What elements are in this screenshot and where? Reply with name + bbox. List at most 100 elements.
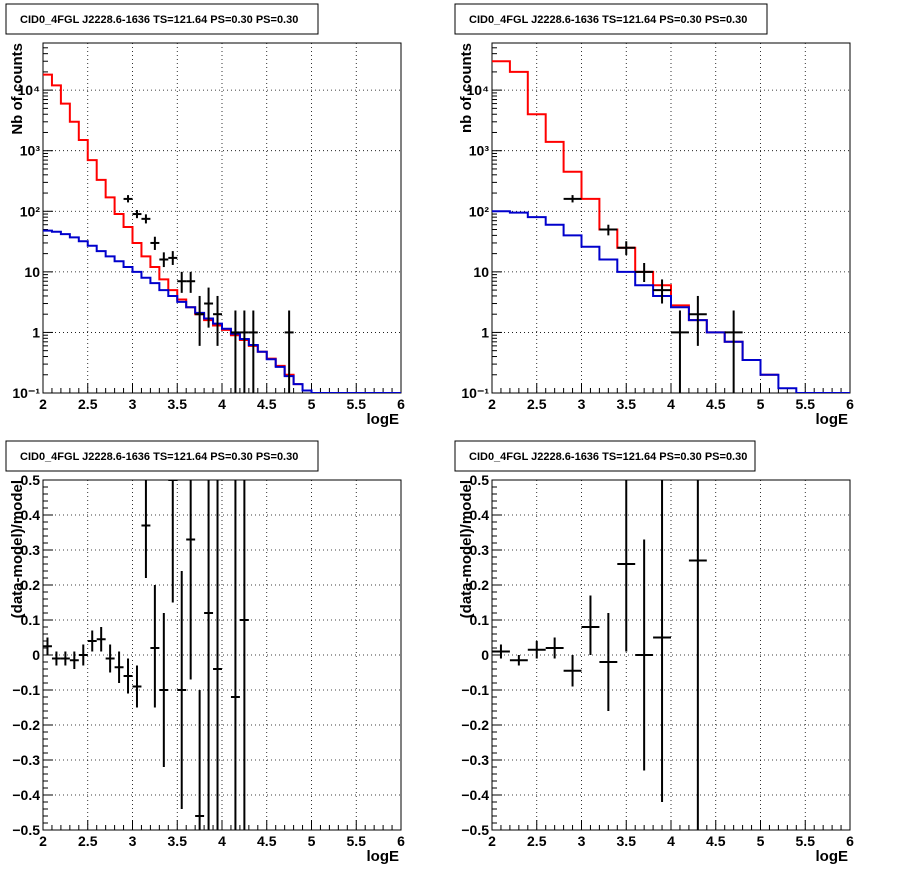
y-tick-label: 0.1	[21, 612, 41, 628]
data-point	[114, 651, 124, 683]
data-point	[43, 637, 52, 655]
chart-title-box	[5, 440, 319, 472]
data-point	[635, 263, 654, 282]
data-point	[159, 252, 169, 268]
y-tick-label: 10	[24, 264, 40, 280]
y-tick-label: −0.4	[461, 787, 489, 803]
data-point	[150, 236, 160, 250]
data-point	[168, 251, 178, 265]
x-tick-label: 3.5	[617, 833, 637, 849]
y-tick-label: 10	[473, 264, 489, 280]
y-tick-label: −0.4	[12, 787, 40, 803]
data-point	[204, 480, 214, 830]
x-tick-label: 4	[667, 833, 675, 849]
y-tick-label: 0.5	[470, 472, 490, 488]
data-point	[284, 310, 294, 393]
x-tick-label: 4	[218, 833, 226, 849]
x-tick-label: 4	[667, 396, 675, 412]
y-tick-label: −0.3	[12, 752, 40, 768]
y-axis-label: nb of counts	[458, 43, 475, 133]
x-tick-label: 2	[39, 396, 47, 412]
y-tick-label: 10⁴	[18, 82, 41, 98]
data-point	[69, 651, 79, 669]
data-point	[78, 644, 88, 666]
y-tick-label: −0.1	[12, 682, 40, 698]
chart-title: CID0_4FGL J2228.6-1636 TS=121.64 PS=0.30…	[20, 451, 298, 463]
y-tick-label: −0.5	[12, 822, 40, 838]
x-tick-label: 3	[578, 833, 586, 849]
data-point	[150, 585, 160, 708]
data-point	[186, 480, 196, 680]
data-point	[653, 480, 671, 802]
data-point	[653, 279, 671, 304]
y-tick-label: 10³	[469, 143, 490, 159]
data-point	[617, 241, 636, 255]
data-point	[123, 195, 133, 203]
plot-panel-3: 2 2.5 3 3.5 4 4.5 5 5.5 6 −0.5 −0.4 −0.3 −0.2 −0.1 0 0.…	[5, 440, 405, 865]
x-tick-label: 2	[39, 833, 47, 849]
x-axis-label: logE	[816, 848, 849, 865]
x-tick-label: 2.5	[527, 396, 547, 412]
data-point	[599, 224, 618, 236]
data-point	[230, 310, 240, 393]
x-tick-label: 5.5	[796, 396, 816, 412]
series-line-2	[43, 229, 401, 393]
x-tick-label: 5.5	[347, 833, 367, 849]
plot-panel-2: 2 2.5 3 3.5 4 4.5 5 5.5 6 10⁻¹ 1 10 10² 10³ 10⁴ logE nb …	[454, 3, 854, 428]
y-tick-label: 1	[32, 324, 40, 340]
x-axis-label: logE	[367, 848, 400, 865]
chart-title: CID0_4FGL J2228.6-1636 TS=121.64 PS=0.30…	[469, 451, 747, 463]
x-tick-label: 3.5	[168, 396, 188, 412]
y-tick-label: 10⁻¹	[12, 385, 40, 401]
y-tick-label: 0.4	[470, 507, 490, 523]
x-tick-label: 6	[846, 833, 854, 849]
plot-panel-4: 2 2.5 3 3.5 4 4.5 5 5.5 6 −0.5 −0.4 −0.3 −0.2 −0.1 0 0.…	[454, 440, 854, 865]
y-axis-label: (data-model)/model	[458, 480, 475, 618]
data-point	[239, 310, 249, 393]
data-point	[230, 480, 240, 830]
x-tick-label: 6	[397, 833, 405, 849]
x-tick-label: 2	[488, 396, 496, 412]
data-point	[671, 310, 689, 393]
y-tick-label: 0	[32, 647, 40, 663]
y-tick-label: 10²	[469, 203, 490, 219]
data-point	[177, 571, 187, 809]
data-point	[688, 480, 707, 830]
x-tick-label: 5	[308, 833, 316, 849]
y-tick-label: 0.4	[21, 507, 41, 523]
x-tick-label: 4.5	[257, 833, 277, 849]
data-point	[141, 214, 151, 224]
y-tick-label: 0.2	[470, 577, 490, 593]
x-tick-label: 4.5	[706, 396, 726, 412]
data-point	[239, 480, 249, 830]
plot-panel-1: 2 2.5 3 3.5 4 4.5 5 5.5 6 10⁻¹ 1 10 10² 10³ 10⁴ logE Nb …	[5, 3, 405, 428]
data-point	[195, 690, 205, 830]
x-tick-label: 5.5	[347, 396, 367, 412]
x-tick-label: 5	[308, 396, 316, 412]
x-tick-label: 2.5	[78, 833, 98, 849]
y-axis-label: Nb of counts	[9, 43, 26, 135]
chart-title-box	[454, 440, 756, 472]
data-point	[724, 310, 743, 393]
x-tick-label: 2.5	[78, 396, 98, 412]
data-point	[527, 641, 546, 659]
y-tick-label: 0.3	[470, 542, 490, 558]
x-tick-label: 5	[757, 833, 765, 849]
y-tick-label: −0.1	[461, 682, 489, 698]
y-tick-label: −0.2	[12, 717, 40, 733]
data-point	[599, 613, 618, 711]
x-tick-label: 3	[578, 396, 586, 412]
data-point	[581, 595, 600, 655]
x-tick-label: 4.5	[706, 833, 726, 849]
x-tick-label: 5.5	[796, 833, 816, 849]
y-tick-label: 0.2	[21, 577, 41, 593]
x-tick-label: 4	[218, 396, 226, 412]
y-tick-label: 0.5	[21, 472, 41, 488]
series-line-2	[492, 210, 850, 393]
x-tick-label: 2	[488, 833, 496, 849]
y-tick-label: −0.3	[461, 752, 489, 768]
chart-title-box	[5, 3, 319, 35]
data-point	[248, 310, 258, 393]
data-point	[492, 644, 510, 659]
x-tick-label: 3.5	[168, 833, 188, 849]
